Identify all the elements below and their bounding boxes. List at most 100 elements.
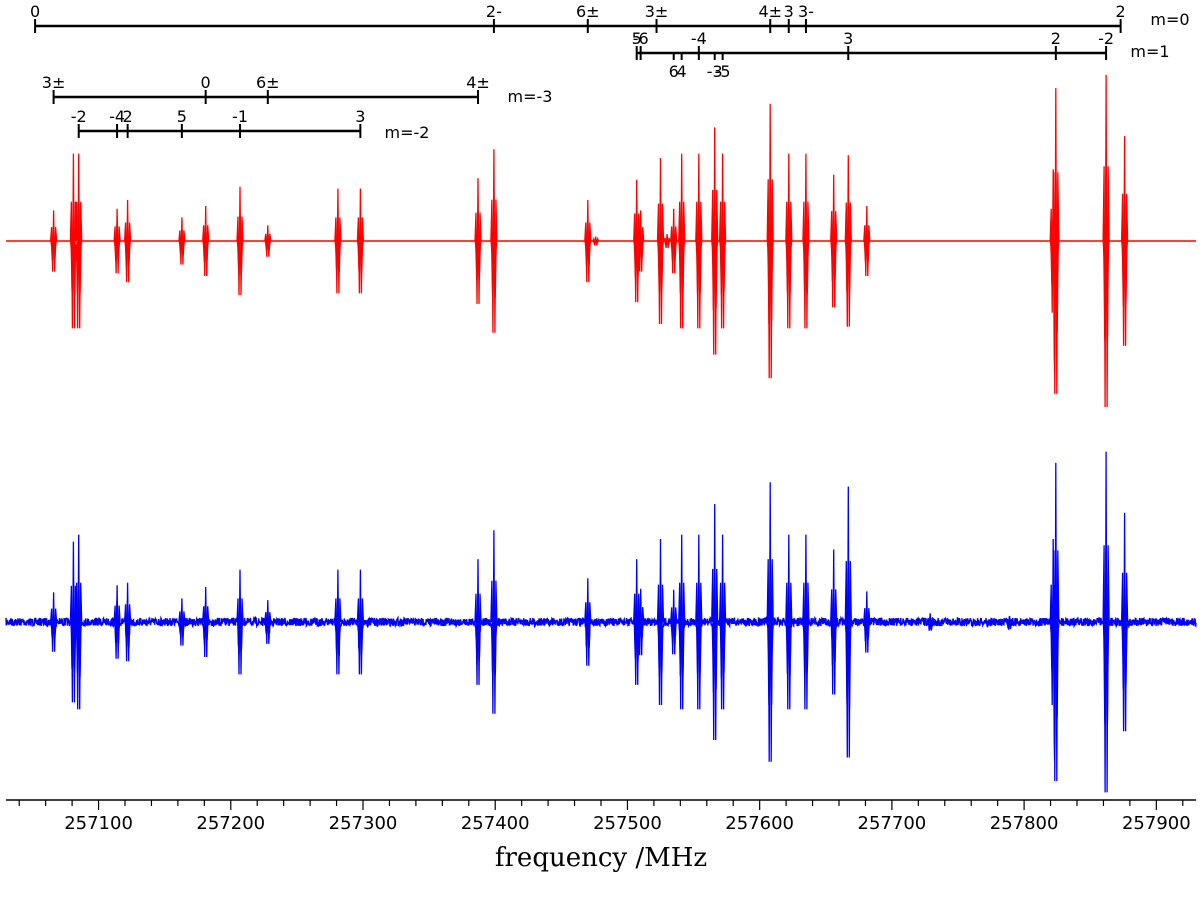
x-tick-label: 257200: [196, 813, 265, 834]
transition-line: [356, 188, 365, 294]
ladder-label: -1: [232, 107, 248, 126]
ladder-label: -3: [707, 62, 723, 81]
transition-line: [830, 549, 838, 695]
ladder-m-label: m=-3: [508, 87, 553, 106]
transition-line: [123, 582, 132, 662]
transition-line: [711, 503, 719, 741]
ladder-label: 2: [1051, 29, 1061, 48]
transition-line: [670, 589, 678, 655]
assignment-ladder-4: -2 -42 5 -1 3 m=-2: [71, 107, 430, 142]
transition-line: [592, 236, 600, 246]
ladder-label: 3-: [798, 2, 814, 21]
x-tick-label: 257900: [1122, 813, 1191, 834]
transition-line: [766, 103, 774, 379]
ladder-label: -2: [71, 107, 87, 126]
ladder-label: -4: [109, 107, 125, 126]
transition-line: [1052, 462, 1060, 782]
transition-line: [656, 538, 665, 706]
transition-line: [75, 534, 83, 710]
transition-line: [178, 598, 186, 646]
transition-line: [785, 534, 793, 710]
transition-line: [49, 210, 58, 272]
transition-line: [844, 486, 852, 758]
ladder-label: 5: [177, 107, 187, 126]
transition-line: [49, 592, 58, 652]
transition-line: [69, 541, 78, 703]
ladder-label: 4±: [466, 73, 490, 92]
transition-line: [356, 569, 365, 675]
transition-line: [1102, 451, 1110, 793]
transition-line: [264, 600, 272, 644]
ladder-label: 0: [30, 2, 40, 21]
transition-line: [474, 559, 482, 685]
ladder-label: 6±: [576, 2, 600, 21]
transition-line: [236, 569, 244, 675]
transition-line: [474, 178, 482, 304]
x-tick-label: 257700: [858, 813, 927, 834]
transition-line: [1120, 136, 1129, 346]
transition-line: [334, 188, 342, 294]
transition-line: [766, 482, 774, 762]
ladder-label: 2-: [486, 2, 502, 21]
ladder-label: -4: [691, 29, 707, 48]
transition-line: [490, 530, 498, 714]
transition-line: [663, 233, 671, 249]
transition-line: [863, 591, 871, 653]
assignment-ladder-3: 3± 0 6± 4± m=-3: [42, 73, 553, 106]
transition-line: [1120, 512, 1129, 732]
transition-line: [113, 208, 121, 274]
transition-line: [678, 534, 686, 710]
transition-line: [633, 179, 641, 303]
transition-line: [711, 127, 719, 355]
ladder-label: 3: [784, 2, 794, 21]
transition-line: [1102, 74, 1110, 408]
ladder-label: 2: [1116, 2, 1126, 21]
ladder-m-label: m=1: [1130, 42, 1169, 61]
transition-line: [830, 174, 838, 308]
transition-line: [1005, 615, 1014, 629]
spectrum-traces: [5, 74, 1197, 793]
ladder-label: 3: [843, 29, 853, 48]
transition-line: [633, 559, 641, 685]
transition-line: [678, 153, 686, 329]
transition-line: [584, 578, 592, 666]
ladder-label: 6±: [256, 73, 280, 92]
transition-line: [863, 205, 871, 277]
transition-line: [236, 186, 244, 296]
transition-line: [202, 586, 210, 658]
transition-line: [637, 588, 645, 656]
transition-line: [123, 199, 132, 283]
transition-line: [584, 199, 592, 283]
ladder-m-label: m=0: [1150, 10, 1189, 29]
assignment-ladder-1: 0 2- 6± 3± 4± 3 3- 2 m=0: [30, 2, 1190, 33]
ladder-label: 4±: [758, 2, 782, 21]
ladder-label: 3: [355, 107, 365, 126]
x-tick-label: 257800: [990, 813, 1059, 834]
transition-line: [113, 585, 121, 659]
transition-line: [1052, 88, 1060, 394]
x-tick-label: 257100: [64, 813, 133, 834]
transition-line: [718, 534, 727, 710]
transition-line: [844, 155, 852, 327]
assignment-ladders: 0 2- 6± 3± 4± 3 3- 2 m=05-664-4-3-53 2 -2m=13± 0 6± 4…: [30, 2, 1190, 142]
transition-line: [695, 153, 703, 329]
ladder-label: 6: [669, 62, 679, 81]
x-axis: frequency /MHz 257100 257200 257300 257400 2…: [6, 799, 1196, 873]
x-tick-label: 257300: [329, 813, 398, 834]
transition-line: [785, 153, 793, 329]
ladder-label: 0: [201, 73, 211, 92]
transition-line: [69, 153, 78, 329]
x-tick-label: 257600: [725, 813, 794, 834]
ladder-label: 5: [632, 29, 642, 48]
transition-line: [802, 153, 810, 329]
spectrum-trace-1: [6, 165, 1196, 372]
transition-line: [695, 534, 703, 710]
transition-line: [490, 149, 498, 333]
transition-line: [202, 205, 210, 277]
spectrum-series-2: [5, 451, 1197, 793]
transition-line: [802, 534, 810, 710]
ladder-label: 2: [123, 107, 133, 126]
spectrum-series-1: [6, 74, 1196, 408]
x-axis-title: frequency /MHz: [495, 843, 707, 873]
